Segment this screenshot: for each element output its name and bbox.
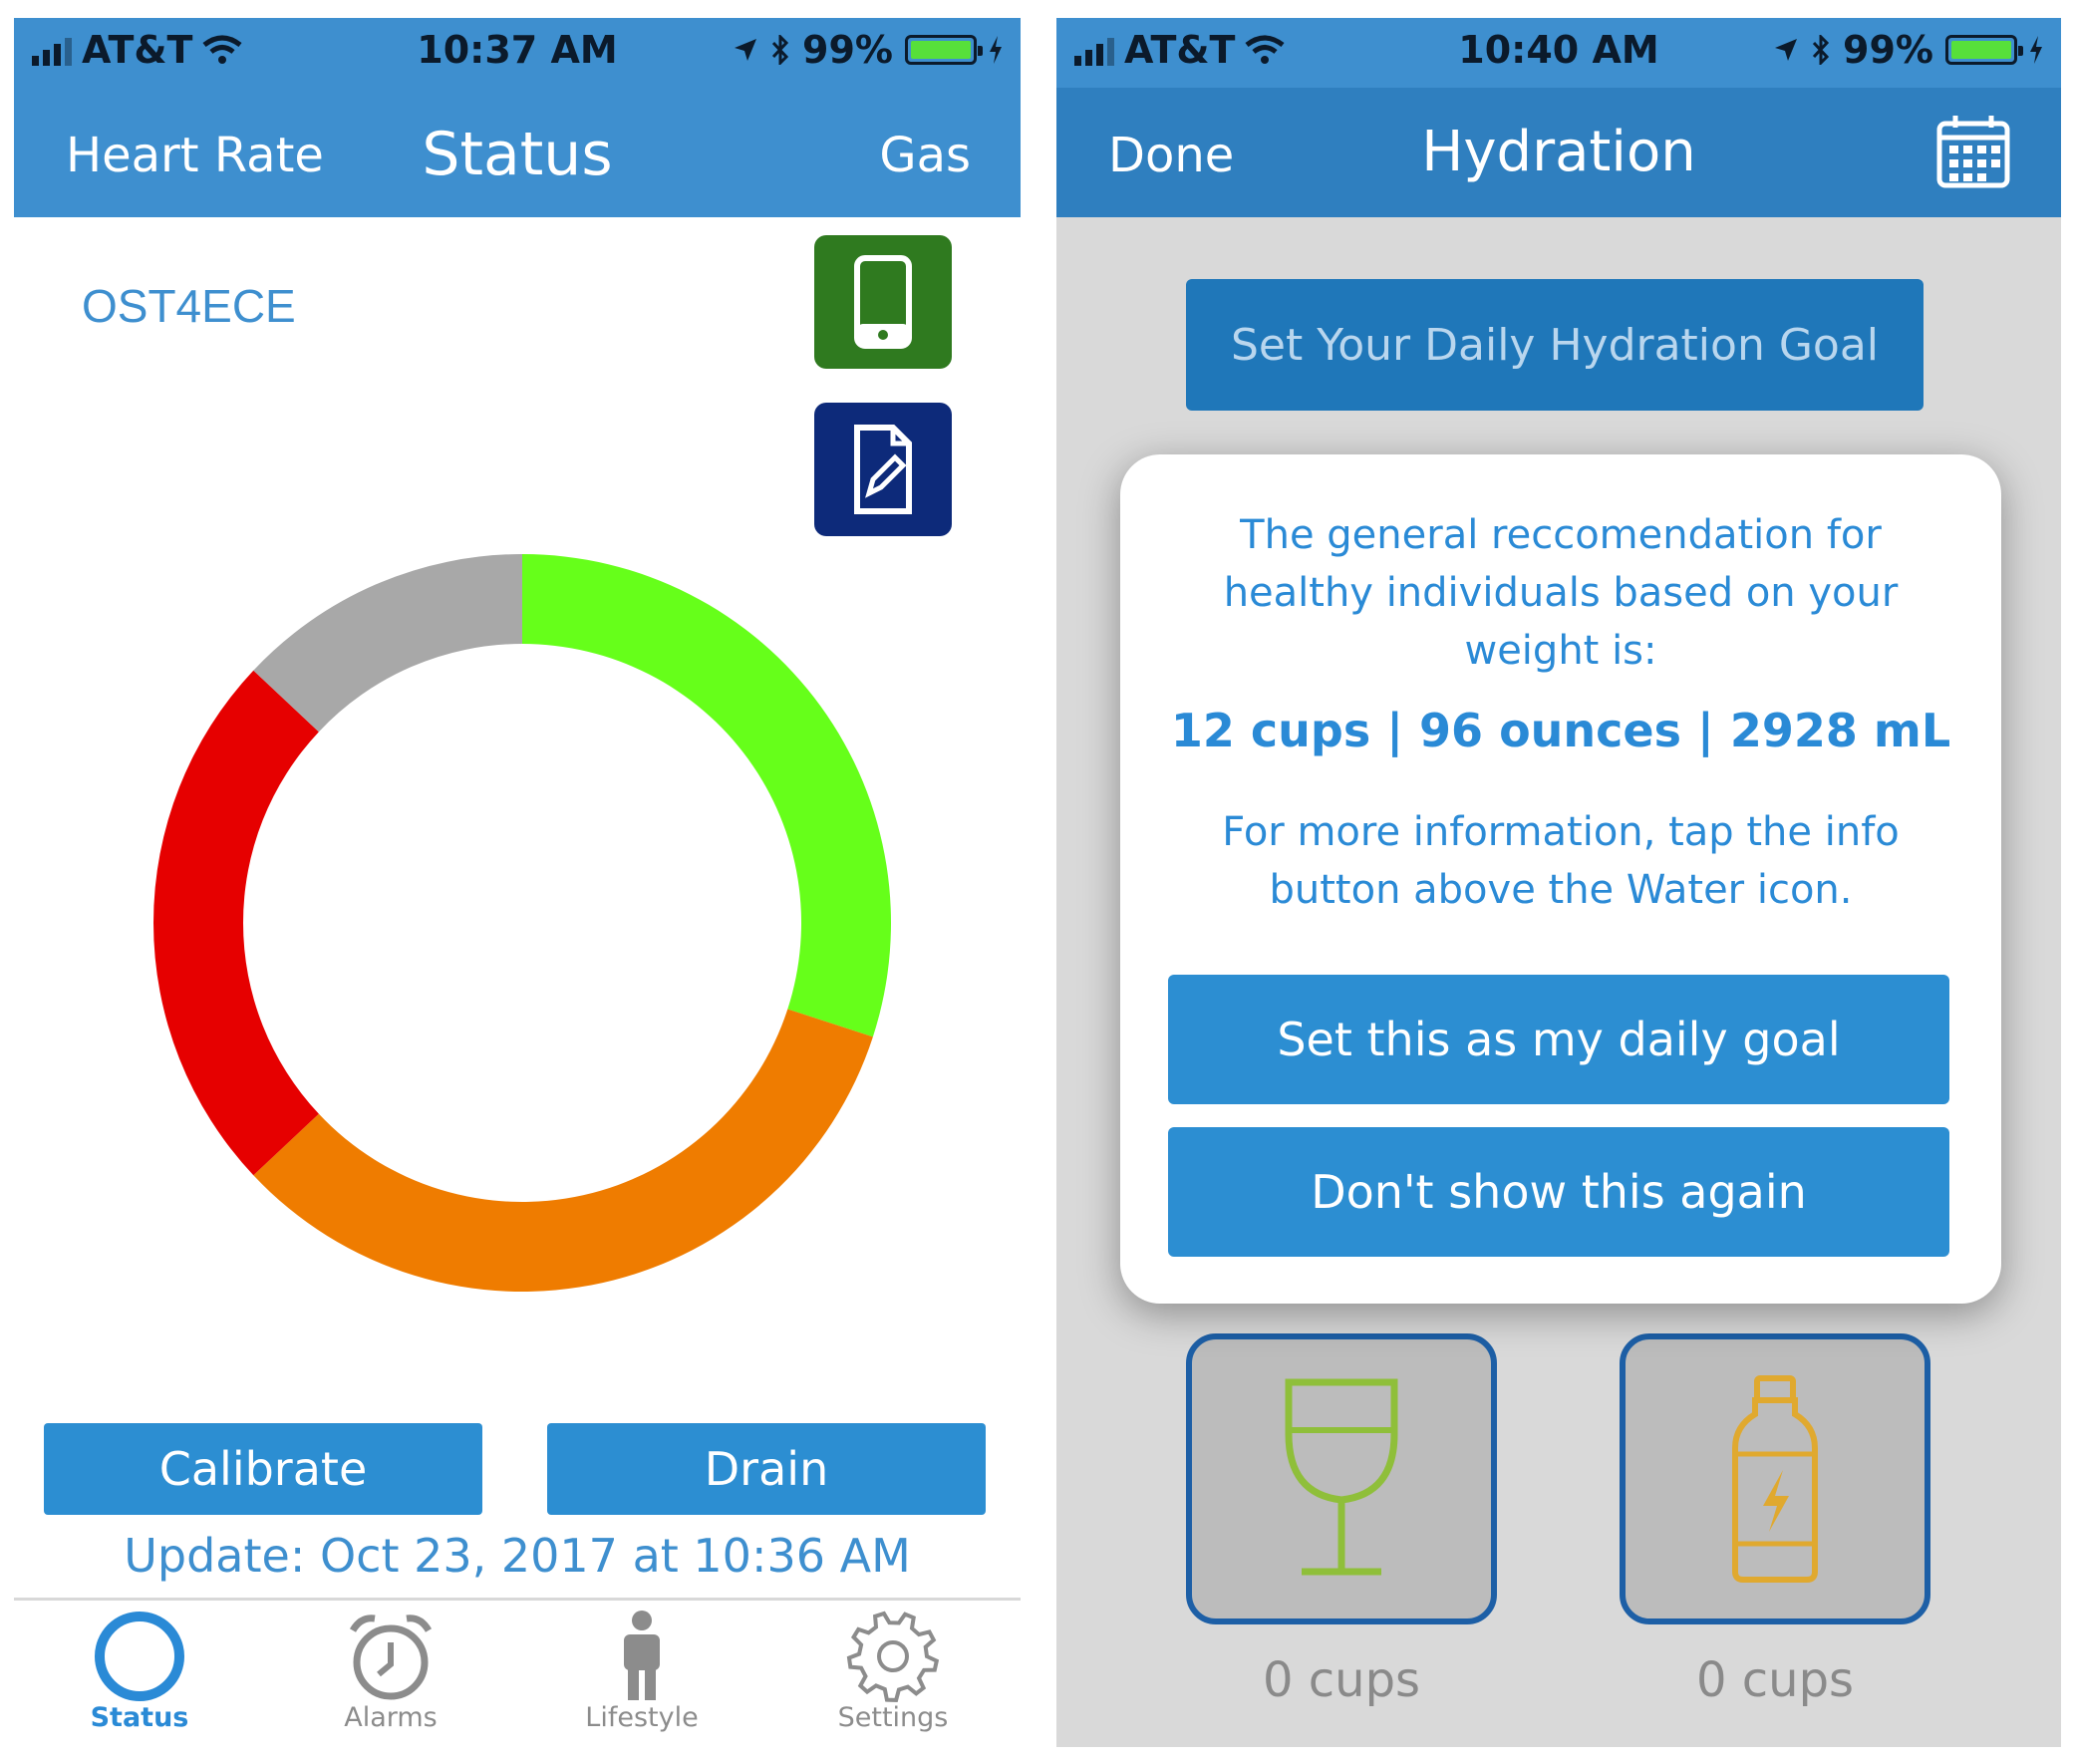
phone-icon bbox=[854, 255, 912, 349]
signal-icon bbox=[1074, 34, 1114, 66]
status-bar: AT&T 10:40 AM 99% bbox=[1056, 18, 2061, 88]
carrier-label: AT&T bbox=[1124, 28, 1236, 72]
sports-drink-card[interactable] bbox=[1620, 1333, 1930, 1624]
recommendation-text: The general reccomendation for healthy i… bbox=[1223, 512, 1899, 674]
calendar-button[interactable] bbox=[1935, 114, 2011, 201]
goal-recommendation-dialog: The general reccomendation for healthy i… bbox=[1120, 454, 2001, 1304]
gas-nav-button[interactable]: Gas bbox=[879, 128, 971, 183]
battery-icon bbox=[905, 35, 983, 65]
nav-bar: Done Hydration bbox=[1056, 88, 2061, 217]
person-icon bbox=[624, 1611, 660, 1700]
info-text: For more information, tap the info butto… bbox=[1222, 809, 1900, 913]
tab-settings[interactable]: Settings bbox=[767, 1601, 1019, 1740]
calibrate-button[interactable]: Calibrate bbox=[44, 1423, 482, 1515]
charging-icon bbox=[2030, 36, 2042, 64]
gauge-segment-gray bbox=[253, 554, 522, 733]
set-hydration-goal-button[interactable]: Set Your Daily Hydration Goal bbox=[1186, 279, 1924, 411]
clock: 10:40 AM bbox=[1458, 28, 1659, 72]
set-daily-goal-button[interactable]: Set this as my daily goal bbox=[1168, 975, 1949, 1104]
page-title: Hydration bbox=[1421, 120, 1696, 184]
last-update-text: Update: Oct 23, 2017 at 10:36 AM bbox=[124, 1529, 911, 1583]
gear-icon bbox=[846, 1611, 940, 1702]
bottle-icon bbox=[1732, 1375, 1818, 1583]
location-icon bbox=[1775, 39, 1798, 61]
tab-label: Lifestyle bbox=[585, 1702, 699, 1733]
circle-icon bbox=[95, 1612, 184, 1701]
charging-icon bbox=[990, 36, 1002, 64]
tab-label: Status bbox=[90, 1702, 189, 1733]
wifi-icon bbox=[202, 35, 242, 64]
clock: 10:37 AM bbox=[417, 28, 618, 72]
tab-lifestyle[interactable]: Lifestyle bbox=[516, 1601, 767, 1740]
dont-show-again-button[interactable]: Don't show this again bbox=[1168, 1127, 1949, 1257]
battery-icon bbox=[1945, 35, 2023, 65]
status-screen: AT&T 10:37 AM 99% Heart Rate Status Gas … bbox=[14, 18, 1021, 1747]
status-bar: AT&T 10:37 AM 99% bbox=[14, 18, 1021, 88]
battery-percent: 99% bbox=[802, 28, 893, 72]
bluetooth-icon bbox=[1812, 35, 1830, 65]
status-gauge bbox=[153, 554, 891, 1292]
carrier-label: AT&T bbox=[82, 28, 193, 72]
tab-bar: Status Alarms Lifestyle Settings bbox=[14, 1598, 1021, 1740]
location-icon bbox=[735, 39, 757, 61]
gauge-segment-red bbox=[153, 670, 319, 1176]
alarm-clock-icon bbox=[349, 1615, 433, 1700]
water-cups-value: 0 cups bbox=[1262, 1652, 1421, 1708]
recommended-amount: 12 cups | 96 ounces | 2928 mL bbox=[1170, 704, 1951, 757]
signal-icon bbox=[32, 34, 72, 66]
heart-rate-nav-button[interactable]: Heart Rate bbox=[66, 128, 324, 183]
report-button[interactable] bbox=[814, 403, 952, 536]
bluetooth-icon bbox=[771, 35, 789, 65]
water-card[interactable] bbox=[1186, 1333, 1497, 1624]
nav-bar: Heart Rate Status Gas bbox=[14, 88, 1021, 217]
done-button[interactable]: Done bbox=[1108, 128, 1235, 183]
document-edit-icon bbox=[854, 425, 912, 514]
wifi-icon bbox=[1245, 35, 1285, 64]
tab-label: Settings bbox=[837, 1702, 949, 1733]
hydration-screen: AT&T 10:40 AM 99% Done Hydration bbox=[1056, 18, 2061, 1747]
tab-status[interactable]: Status bbox=[14, 1601, 265, 1740]
tab-alarms[interactable]: Alarms bbox=[265, 1601, 516, 1740]
battery-percent: 99% bbox=[1843, 28, 1933, 72]
gauge-segment-green bbox=[522, 554, 891, 1037]
phone-button[interactable] bbox=[814, 235, 952, 369]
sports-drink-cups-value: 0 cups bbox=[1695, 1652, 1855, 1708]
device-id: OST4ECE bbox=[82, 280, 296, 332]
drain-button[interactable]: Drain bbox=[547, 1423, 986, 1515]
gauge-segment-orange bbox=[253, 1009, 873, 1292]
calendar-icon bbox=[1936, 116, 2010, 188]
glass-icon bbox=[1285, 1378, 1398, 1576]
page-title: Status bbox=[422, 120, 613, 189]
tab-label: Alarms bbox=[344, 1702, 438, 1733]
